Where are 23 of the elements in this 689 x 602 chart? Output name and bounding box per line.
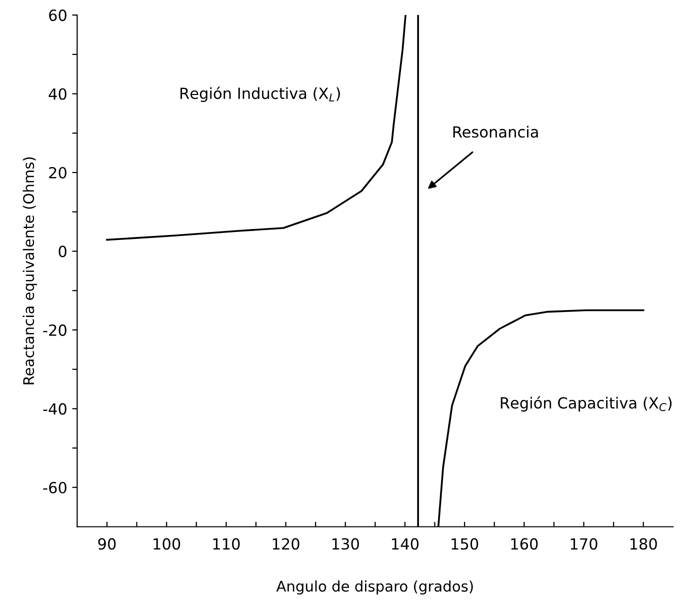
y-tick-label: -40 [43,403,66,415]
x-tick-label: 170 [570,538,598,550]
y-axis-title: Reactancia equivalente (Ohms) [22,157,37,384]
x-tick-label: 100 [154,538,180,550]
line-series [106,15,406,241]
y-tick-label: -20 [43,324,66,336]
x-axis-title: Angulo de disparo (grados) [276,580,473,595]
x-tick-label: 180 [630,538,657,550]
annotation: Resonancia [453,126,538,138]
y-tick-label: 60 [49,10,66,22]
y-tick-label: 0 [58,246,66,258]
annotation: Región Inductiva (X$_{L}$) [180,86,340,102]
x-tick-label: 130 [332,538,359,550]
x-tick-label: 120 [272,538,300,550]
x-tick-label: 150 [452,538,478,550]
x-tick-label: 140 [392,538,419,550]
x-tick-label: 90 [98,538,116,550]
y-tick-label: 40 [48,88,66,100]
x-tick-label: 110 [213,538,240,550]
y-tick-label: 20 [49,166,66,179]
x-tick-label: 160 [511,538,538,550]
y-tick-label: -60 [43,482,66,494]
annotation: Región Capacitiva (X$_{C}$) [500,396,672,412]
